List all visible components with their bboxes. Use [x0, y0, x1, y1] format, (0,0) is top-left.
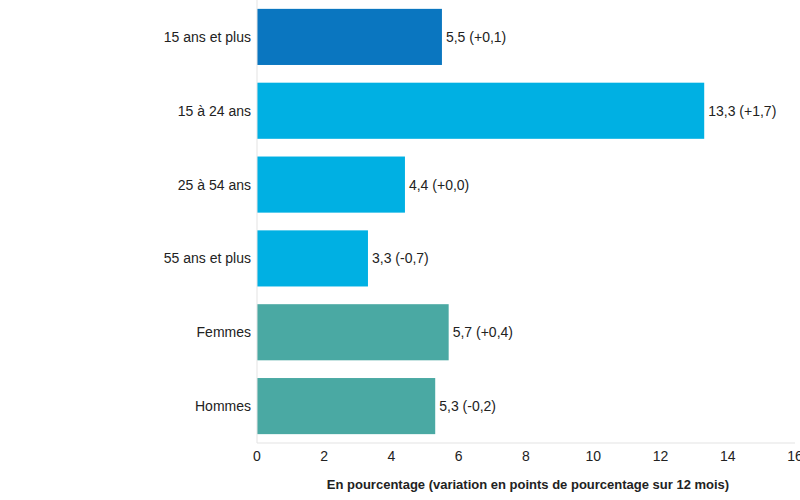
- tick-label: 12: [653, 448, 669, 464]
- y-axis-line: [257, 0, 258, 443]
- tick-label: 8: [522, 448, 530, 464]
- tick-label: 0: [253, 448, 261, 464]
- bar: [257, 304, 449, 360]
- tick-label: 4: [388, 448, 396, 464]
- category-label: 25 à 54 ans: [178, 177, 251, 193]
- data-label: 13,3 (+1,7): [708, 103, 776, 119]
- data-label: 3,3 (-0,7): [372, 250, 429, 266]
- bar: [257, 230, 368, 286]
- x-axis-line: [257, 443, 795, 444]
- category-label: 55 ans et plus: [164, 250, 251, 266]
- tick-label: 10: [585, 448, 601, 464]
- data-label: 5,5 (+0,1): [446, 29, 506, 45]
- category-label: Femmes: [197, 324, 251, 340]
- bar: [257, 378, 435, 434]
- data-label: 5,7 (+0,4): [453, 324, 513, 340]
- bar: [257, 9, 442, 65]
- data-label: 4,4 (+0,0): [409, 177, 469, 193]
- category-label: Hommes: [195, 398, 251, 414]
- category-label: 15 à 24 ans: [178, 103, 251, 119]
- tick-label: 6: [455, 448, 463, 464]
- category-label: 15 ans et plus: [164, 29, 251, 45]
- tick-label: 14: [720, 448, 736, 464]
- data-label: 5,3 (-0,2): [439, 398, 496, 414]
- tick-label: 16: [787, 448, 800, 464]
- tick-label: 2: [320, 448, 328, 464]
- axis-title: En pourcentage (variation en points de p…: [327, 477, 729, 492]
- bars: [257, 9, 704, 434]
- chart: 5,5 (+0,1) 13,3 (+1,7) 4,4 (+0,0) 3,3 (-0,7…: [0, 0, 800, 500]
- bar: [257, 157, 405, 213]
- bar: [257, 83, 704, 139]
